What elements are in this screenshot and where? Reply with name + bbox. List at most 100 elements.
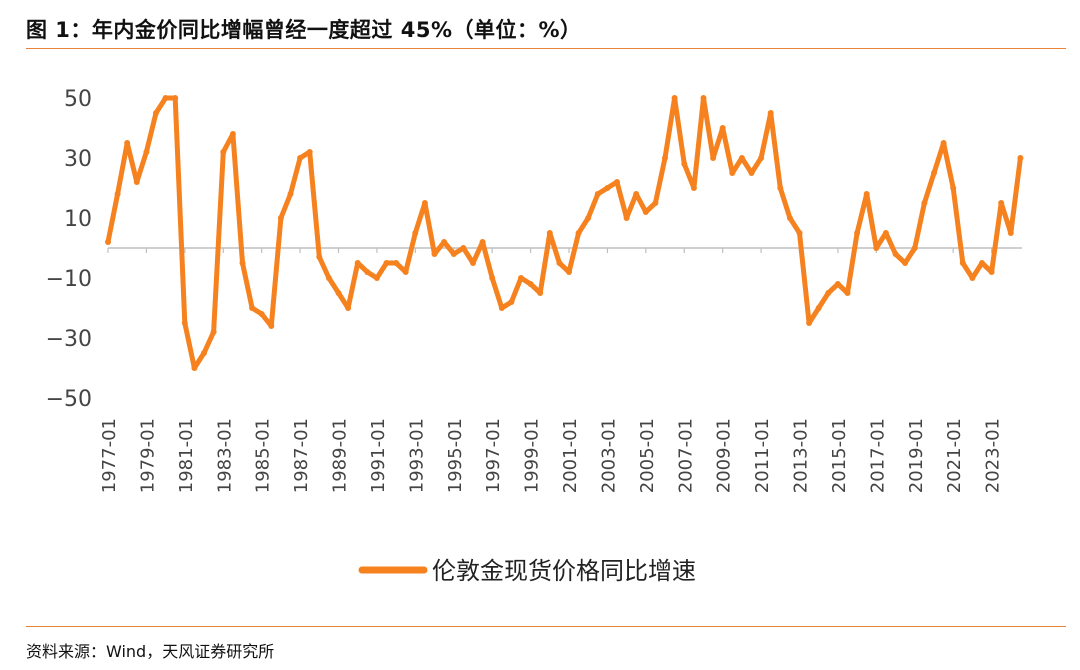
data-point [979,260,985,266]
data-point [105,239,111,245]
data-point [700,95,707,101]
data-point [268,323,275,329]
data-point [988,269,995,275]
data-point [777,185,784,191]
series-points [105,95,1024,371]
data-point [652,200,659,206]
data-point [373,275,380,281]
data-point [354,260,361,266]
data-point [834,281,841,287]
data-point [882,230,889,236]
data-point [412,230,419,236]
data-point [594,191,601,197]
title-divider [26,48,1066,49]
data-point [671,95,678,101]
data-point [172,95,179,101]
x-tick-label: 1981-01 [176,418,197,493]
data-point [191,365,198,371]
y-tick-label: 50 [64,87,92,112]
data-point [1007,230,1014,236]
data-point [892,251,899,257]
data-point [911,245,918,251]
data-point [931,170,937,176]
data-point [873,245,880,251]
data-point [277,215,284,221]
x-tick-label: 2003-01 [598,418,619,493]
figure-title: 图 1：年内金价同比增幅曾经一度超过 45%（单位：%） [26,18,582,42]
data-point [690,185,697,191]
data-point [796,230,803,236]
x-tick-label: 2011-01 [752,418,773,493]
y-tick-label: 10 [64,207,92,232]
data-point [604,185,611,191]
x-tick-label: 1993-01 [406,418,427,493]
data-point [786,215,793,221]
data-point [421,200,428,206]
data-point [325,275,332,281]
data-point [345,305,352,311]
data-point [402,269,409,275]
data-point [383,260,390,266]
data-point [633,191,640,197]
data-point [614,179,620,185]
legend-label: 伦敦金现货价格同比增速 [432,557,696,585]
data-point [998,200,1005,206]
data-point [393,260,400,266]
x-tick-label: 1989-01 [330,418,351,493]
data-point [431,251,438,257]
data-point [450,251,457,257]
x-tick-label: 1999-01 [522,418,543,493]
data-point [844,290,851,296]
x-tick-label: 2007-01 [675,418,696,493]
data-point [441,239,448,245]
data-point [825,290,832,296]
data-point [623,215,630,221]
y-tick-label: 30 [64,147,92,172]
data-point [114,191,121,197]
data-point [527,281,534,287]
data-point [498,305,505,311]
x-tick-label: 2001-01 [560,418,581,493]
data-point [902,260,909,266]
x-axis: 1977-01 1979-01 1981-01 1983-01 1985-01 1987-… [99,248,1004,493]
x-tick-label: 2005-01 [637,418,658,493]
data-point [508,299,515,305]
y-tick-label: −30 [46,327,92,352]
data-point [710,155,717,161]
data-point [201,350,207,356]
data-point [642,209,649,215]
data-point [681,161,688,167]
x-tick-label: 2019-01 [906,418,927,493]
y-tick-label: −50 [46,387,92,412]
data-point [662,155,668,161]
data-point [143,149,150,155]
x-tick-label: 1979-01 [137,418,158,493]
data-point [470,260,476,266]
data-point [364,269,371,275]
x-tick-label: 2013-01 [791,418,812,493]
x-tick-label: 1985-01 [253,418,274,493]
data-point [806,320,813,326]
data-point [479,239,486,245]
data-point [229,131,236,137]
source-divider [26,626,1066,627]
data-point [335,290,342,296]
line-chart: 50 30 10 −10 −30 −50 1977-01 1979-01 1981-01 198… [46,87,1024,585]
y-axis: 50 30 10 −10 −30 −50 [46,87,92,412]
data-point [748,170,755,176]
data-point [316,254,323,260]
x-tick-label: 1997-01 [483,418,504,493]
data-point [306,149,313,155]
data-point [729,170,736,176]
data-point [738,155,745,161]
data-point [815,305,822,311]
data-point [210,329,217,335]
data-point [133,179,140,185]
x-tick-label: 2021-01 [944,418,965,493]
data-point [767,110,774,116]
data-point [566,269,572,275]
data-point [1017,155,1024,161]
y-tick-label: −10 [46,267,92,292]
data-point [921,200,928,206]
x-tick-label: 1991-01 [368,418,389,493]
